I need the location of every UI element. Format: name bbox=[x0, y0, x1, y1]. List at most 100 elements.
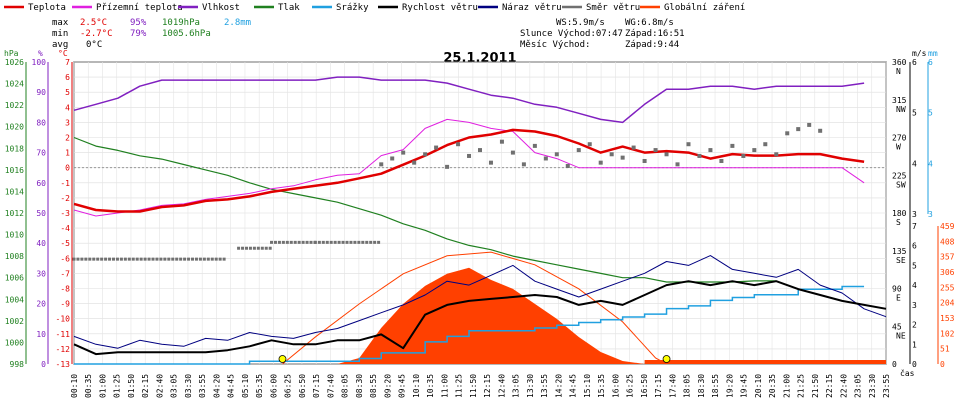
x-tick-label: 21:50 bbox=[811, 374, 820, 398]
hpa-tick: 1010 bbox=[5, 231, 24, 240]
wind-direction-point bbox=[244, 246, 248, 250]
wind-direction-point bbox=[390, 156, 395, 161]
wind-direction-point bbox=[609, 152, 614, 157]
x-tick-label: 18:05 bbox=[683, 374, 692, 398]
rad-tick: 204 bbox=[940, 299, 955, 308]
ms-tick: 0 bbox=[912, 360, 917, 369]
x-tick-label: 13:30 bbox=[526, 374, 535, 398]
pct-tick: 20 bbox=[36, 300, 46, 309]
x-tick-label: 05:35 bbox=[255, 374, 264, 398]
ms-tick: 1 bbox=[912, 340, 917, 349]
dir-tick-label: S bbox=[896, 218, 901, 227]
x-tick-label: 02:15 bbox=[141, 374, 150, 398]
x-tick-label: 23:55 bbox=[882, 374, 891, 398]
unit-ms: m/s bbox=[912, 49, 927, 58]
wind-direction-point bbox=[92, 257, 96, 261]
wind-direction-point bbox=[183, 257, 187, 261]
wind-direction-point bbox=[521, 162, 526, 167]
x-tick-label: 01:00 bbox=[98, 374, 107, 398]
wind-direction-point bbox=[818, 128, 823, 133]
ms-tick: 6 bbox=[912, 242, 917, 251]
x-tick-label: 11:25 bbox=[455, 374, 464, 398]
hpa-tick: 1026 bbox=[5, 58, 24, 67]
x-tick-label: 21:00 bbox=[782, 374, 791, 398]
hpa-tick: 1018 bbox=[5, 144, 24, 153]
wind-direction-point bbox=[554, 152, 559, 157]
pct-tick: 40 bbox=[36, 239, 46, 248]
sun-rise: Slunce Východ:07:47 bbox=[520, 29, 623, 39]
degc-tick: -12 bbox=[56, 345, 71, 354]
wind-direction-point bbox=[104, 257, 108, 261]
pct-tick: 90 bbox=[36, 88, 46, 97]
wind-direction-point bbox=[317, 240, 321, 244]
moon-rise: Měsíc Východ: bbox=[520, 40, 590, 50]
dir-tick-label: N bbox=[896, 67, 901, 76]
degc-tick: 5 bbox=[65, 88, 70, 97]
ms-tick-upper: 4 bbox=[912, 159, 917, 168]
legend-label: Globální záření bbox=[664, 3, 745, 13]
pct-tick: 100 bbox=[32, 58, 47, 67]
x-tick-label: 22:40 bbox=[839, 374, 848, 398]
max-label: max bbox=[52, 18, 69, 28]
wind-direction-point bbox=[252, 246, 256, 250]
dir-tick: 315 bbox=[892, 96, 907, 105]
x-tick-label: 17:15 bbox=[654, 374, 663, 398]
ms-tick-upper: 6 bbox=[912, 58, 917, 67]
wind-direction-point bbox=[510, 150, 515, 155]
wind-direction-point bbox=[260, 246, 264, 250]
sun-marker bbox=[278, 355, 287, 363]
wind-direction-point bbox=[155, 257, 159, 261]
series-naraz-vetru bbox=[73, 255, 887, 349]
wind-direction-point bbox=[268, 246, 272, 250]
dir-tick: 45 bbox=[892, 322, 902, 331]
wind-direction-point bbox=[369, 240, 373, 244]
wind-direction-point bbox=[127, 257, 131, 261]
wind-direction-point bbox=[373, 240, 377, 244]
degc-tick: -9 bbox=[60, 300, 70, 309]
wind-direction-point bbox=[488, 160, 493, 165]
rad-tick: 51 bbox=[940, 345, 950, 354]
x-tick-label: 01:25 bbox=[113, 374, 122, 398]
dir-tick-label: SW bbox=[896, 180, 906, 189]
wind-direction-point bbox=[218, 257, 222, 261]
moon-set: Západ:9:44 bbox=[625, 40, 679, 50]
wind-direction-point bbox=[620, 155, 625, 160]
degc-tick: -13 bbox=[56, 360, 71, 369]
legend-label: Směr větru bbox=[586, 3, 640, 13]
x-tick-label: 03:55 bbox=[198, 374, 207, 398]
legend-label: Náraz větru bbox=[502, 3, 562, 13]
dir-tick-label: NE bbox=[896, 331, 906, 340]
x-tick-label: 19:20 bbox=[725, 374, 734, 398]
x-tick-label: 19:45 bbox=[740, 374, 749, 398]
ms-tick-upper: 3 bbox=[912, 210, 917, 219]
radiation-baseline bbox=[644, 360, 886, 364]
degc-tick: -11 bbox=[56, 330, 71, 339]
min-hum: 79% bbox=[130, 29, 147, 39]
radiation-area bbox=[74, 267, 886, 364]
ms-tick: 7 bbox=[912, 222, 917, 231]
wind-direction-point bbox=[175, 257, 179, 261]
dir-tick-label: W bbox=[896, 143, 901, 152]
x-tick-label: 08:55 bbox=[369, 374, 378, 398]
rad-tick: 153 bbox=[940, 314, 955, 323]
x-tick-label: 16:50 bbox=[640, 374, 649, 398]
wind-direction-point bbox=[187, 257, 191, 261]
x-tick-label: 14:20 bbox=[554, 374, 563, 398]
wind-direction-point bbox=[214, 257, 218, 261]
x-tick-label: 06:00 bbox=[269, 374, 278, 398]
wind-direction-point bbox=[202, 257, 206, 261]
axes: 1026102410221020101810161014101210101008… bbox=[5, 58, 955, 369]
wind-direction-point bbox=[222, 257, 226, 261]
wind-direction-point bbox=[123, 257, 127, 261]
wind-direction-point bbox=[361, 240, 365, 244]
wind-direction-point bbox=[88, 257, 92, 261]
wind-direction-point bbox=[241, 246, 245, 250]
wind-direction-point bbox=[171, 257, 175, 261]
dir-tick: 180 bbox=[892, 209, 907, 218]
mm-tick: 3 bbox=[928, 210, 933, 219]
degc-tick: 0 bbox=[65, 164, 70, 173]
wind-direction-point bbox=[478, 148, 482, 153]
x-tick-label: 18:30 bbox=[697, 374, 706, 398]
wind-direction-point bbox=[313, 240, 317, 244]
x-tick-label: 16:00 bbox=[611, 374, 620, 398]
